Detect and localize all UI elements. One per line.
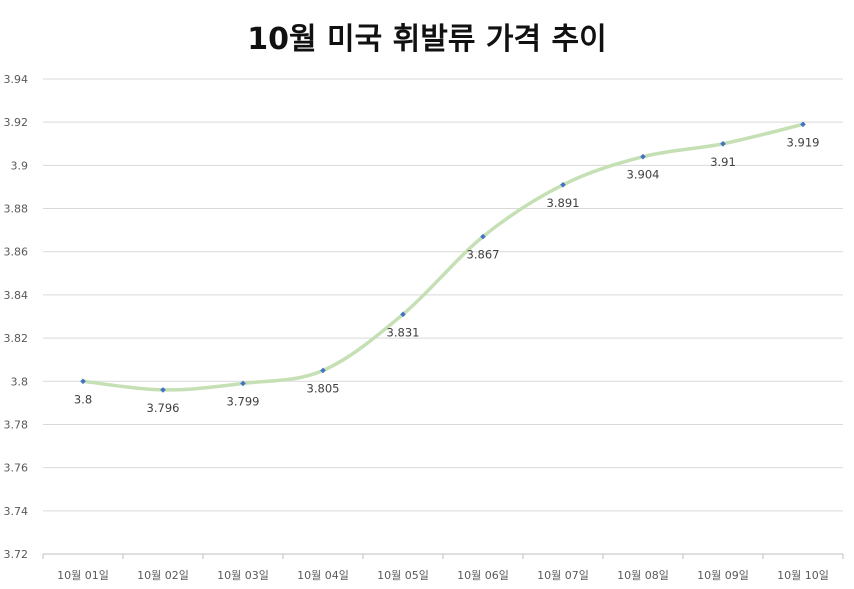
data-label: 3.796	[147, 401, 180, 415]
x-tick-label: 10월 02일	[137, 568, 189, 582]
y-tick-label: 3.94	[4, 73, 29, 86]
x-tick-label: 10월 07일	[537, 568, 589, 582]
data-point	[320, 367, 326, 374]
y-tick-label: 3.88	[4, 203, 29, 216]
y-tick-label: 3.76	[4, 462, 29, 475]
y-tick-label: 3.84	[4, 289, 29, 302]
data-label: 3.805	[307, 381, 340, 395]
data-point	[640, 153, 646, 160]
x-tick-label: 10월 03일	[217, 568, 269, 582]
data-point	[80, 378, 86, 385]
data-point	[480, 233, 486, 240]
x-tick-label: 10월 01일	[57, 568, 109, 582]
data-label: 3.8	[74, 392, 92, 406]
data-point	[560, 181, 566, 188]
data-point	[240, 380, 246, 387]
data-label: 3.831	[387, 325, 420, 339]
y-tick-label: 3.74	[4, 505, 29, 518]
y-tick-label: 3.92	[4, 116, 29, 129]
y-tick-label: 3.78	[4, 418, 29, 431]
y-tick-label: 3.8	[11, 375, 29, 388]
x-tick-label: 10월 04일	[297, 568, 349, 582]
data-point	[160, 387, 166, 393]
y-tick-label: 3.86	[4, 246, 29, 259]
data-label: 3.891	[547, 196, 580, 210]
x-tick-label: 10월 05일	[377, 568, 429, 582]
x-tick-label: 10월 09일	[697, 568, 749, 582]
y-tick-label: 3.9	[11, 159, 29, 172]
y-tick-label: 3.82	[4, 332, 29, 345]
x-tick-label: 10월 10일	[777, 568, 829, 582]
data-label: 3.904	[627, 168, 660, 182]
y-tick-label: 3.72	[4, 548, 29, 561]
data-point	[720, 140, 726, 147]
data-label: 3.867	[467, 248, 500, 262]
data-label: 3.919	[787, 135, 820, 149]
chart-title: 10월 미국 휘발류 가격 추이	[247, 22, 607, 57]
data-label: 3.799	[227, 394, 260, 408]
data-point	[800, 121, 806, 128]
data-point	[400, 311, 406, 318]
data-label: 3.91	[710, 155, 736, 169]
series-line	[81, 122, 805, 392]
x-tick-label: 10월 08일	[617, 568, 669, 582]
x-tick-label: 10월 06일	[457, 568, 509, 582]
